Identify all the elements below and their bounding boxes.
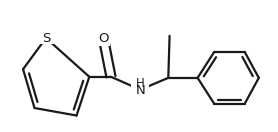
Text: H: H bbox=[136, 77, 145, 90]
Bar bbox=[38, 32, 54, 44]
Bar bbox=[131, 77, 149, 92]
Bar bbox=[133, 86, 147, 98]
Text: O: O bbox=[98, 32, 109, 44]
Bar bbox=[96, 34, 110, 46]
Text: N: N bbox=[135, 84, 145, 97]
Text: S: S bbox=[42, 32, 50, 44]
